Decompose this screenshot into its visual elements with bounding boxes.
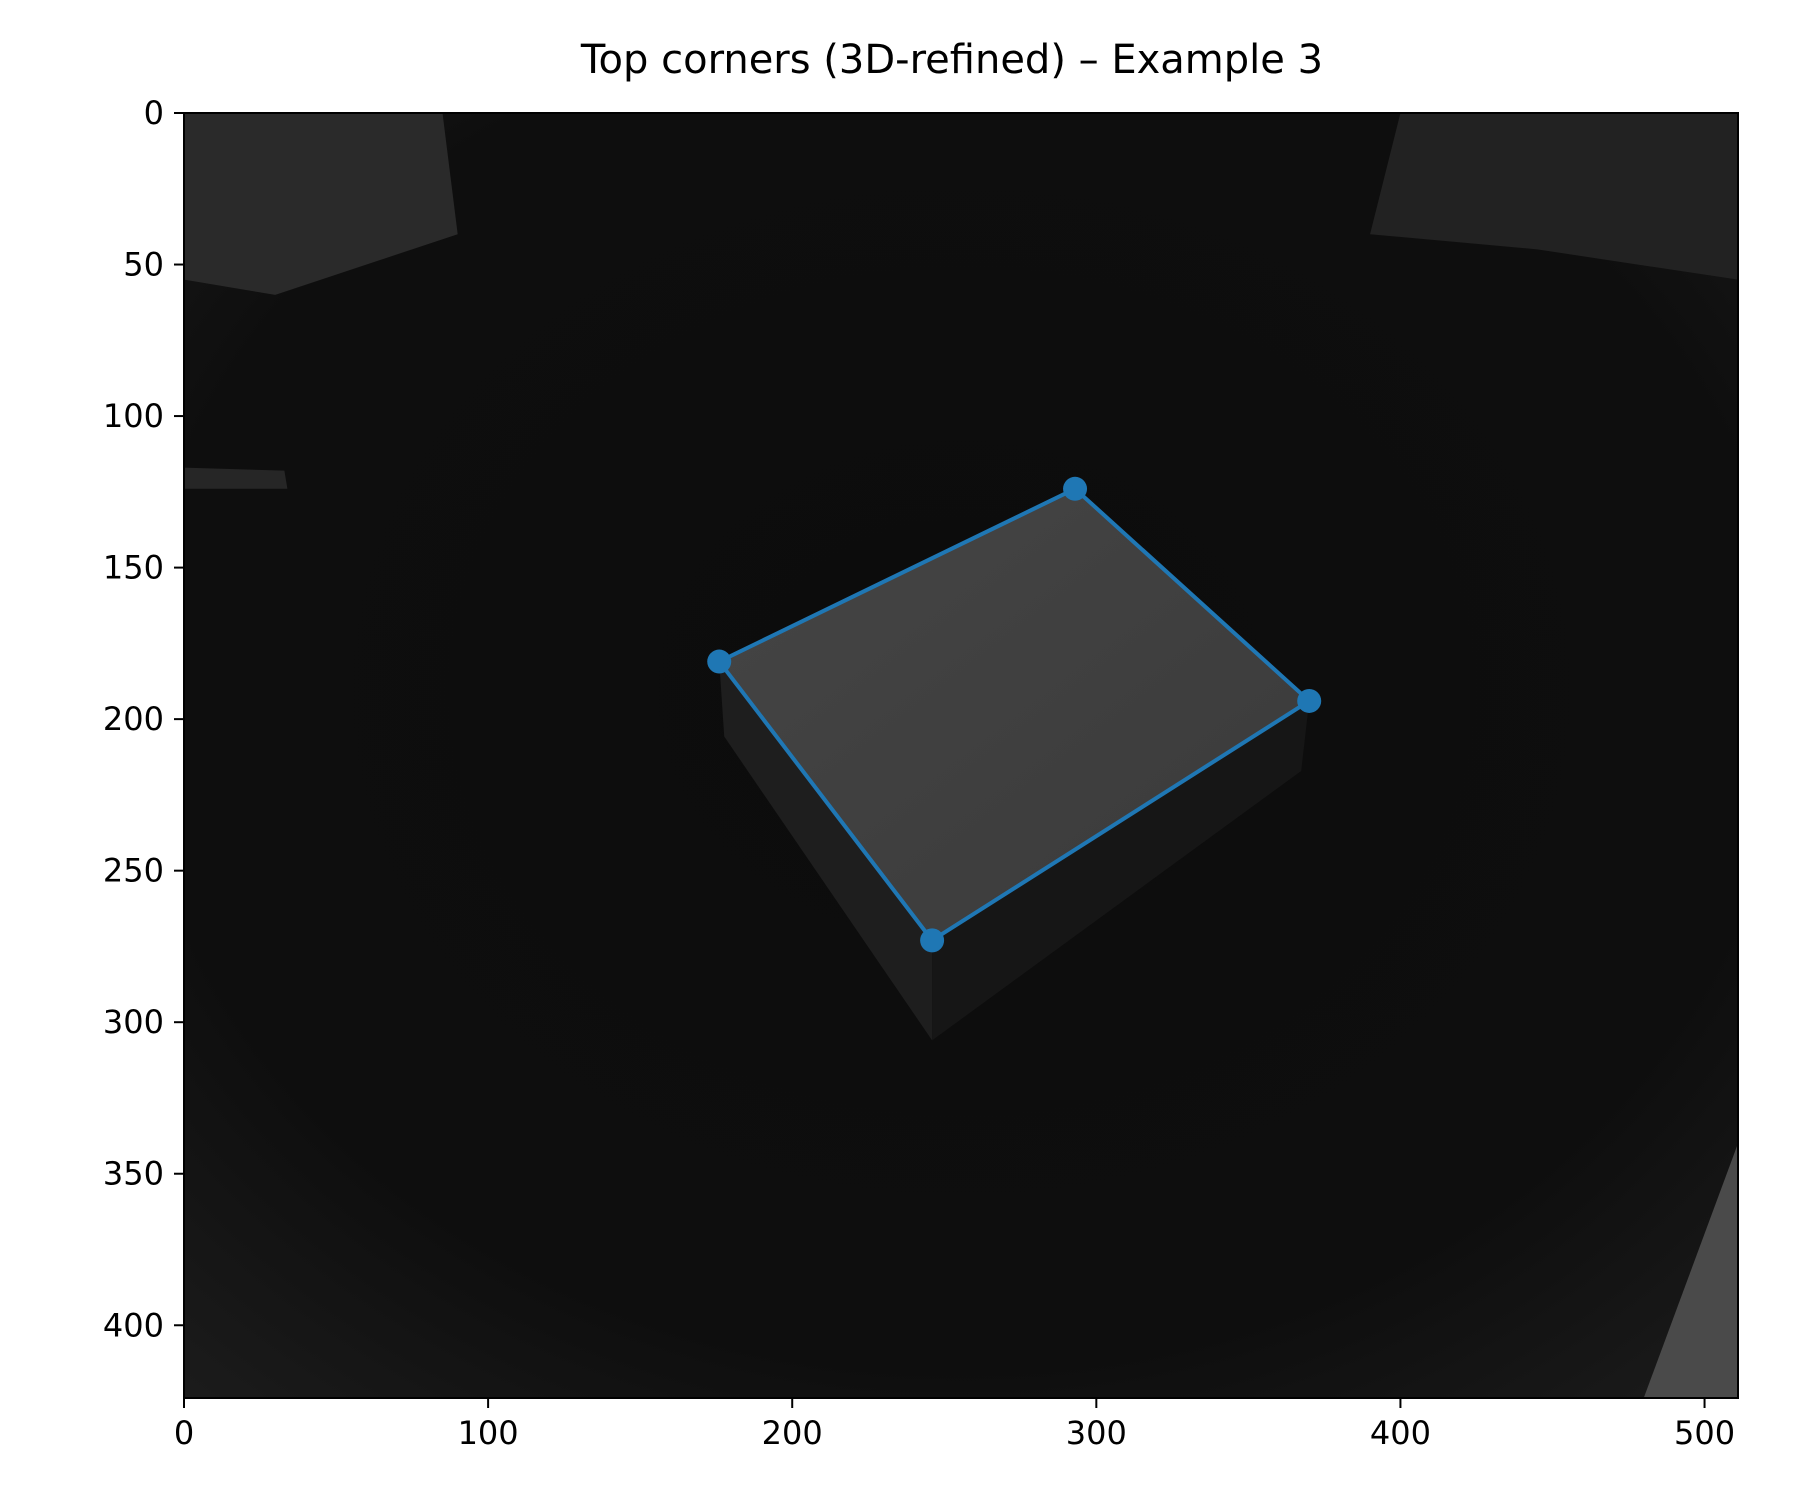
background-image <box>184 113 1738 1398</box>
axes-frame <box>183 112 1739 1399</box>
y-tick-label-0: 0 <box>144 94 164 132</box>
x-axis: 0 100 200 300 400 500 <box>174 1398 1735 1452</box>
y-tick-label-300: 300 <box>103 1003 164 1041</box>
corner-point-3 <box>1297 688 1322 713</box>
corner-point-1 <box>707 649 732 674</box>
corner-point-4 <box>920 928 945 953</box>
x-tick-label-500: 500 <box>1674 1414 1735 1452</box>
x-tick-label-400: 400 <box>1370 1414 1431 1452</box>
image-box-top <box>719 488 1310 941</box>
corner-point-2 <box>1063 476 1088 501</box>
y-tick-label-50: 50 <box>123 246 164 284</box>
series-layer <box>707 476 1322 953</box>
y-tick-label-150: 150 <box>103 549 164 587</box>
image-object-wall <box>1370 113 1738 280</box>
y-tick-label-250: 250 <box>103 852 164 890</box>
y-tick-label-200: 200 <box>103 700 164 738</box>
x-tick-label-200: 200 <box>762 1414 823 1452</box>
x-tick-label-0: 0 <box>174 1414 194 1452</box>
y-tick-label-350: 350 <box>103 1155 164 1193</box>
image-object-shelf <box>184 113 458 295</box>
image-box-side-left <box>719 661 933 1041</box>
chart-title: Top corners (3D-refined) – Example 3 <box>580 37 1323 83</box>
y-tick-label-400: 400 <box>103 1306 164 1344</box>
image-object-corner <box>1643 1143 1738 1398</box>
y-axis: 0 50 100 150 200 250 300 350 400 <box>103 94 184 1344</box>
image-box-side-right <box>932 700 1310 1041</box>
y-tick-label-100: 100 <box>103 397 164 435</box>
x-tick-label-100: 100 <box>458 1414 519 1452</box>
plot-area <box>183 112 1739 1399</box>
image-object-edge <box>184 467 288 489</box>
x-tick-label-300: 300 <box>1066 1414 1127 1452</box>
